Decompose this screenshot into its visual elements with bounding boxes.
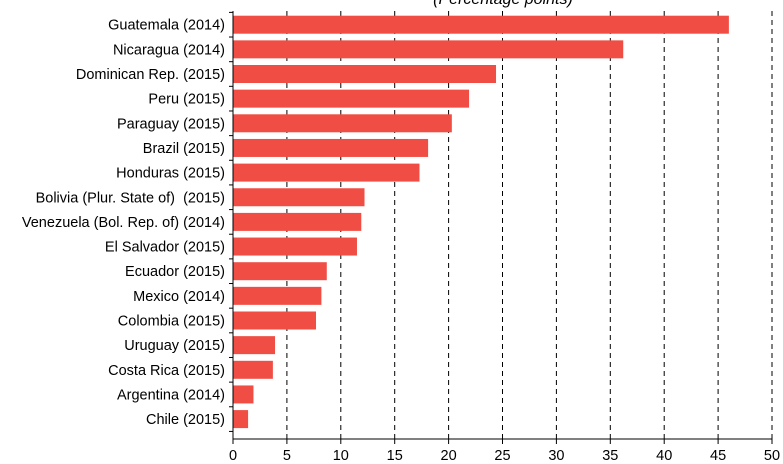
bar-9 (233, 237, 357, 256)
bar-12 (233, 311, 317, 330)
category-label-3: Peru (2015) (148, 92, 225, 108)
category-label-8: Venezuela (Bol. Rep. of) (2014) (22, 215, 225, 231)
bar-4 (233, 114, 452, 133)
bar-5 (233, 138, 429, 157)
category-label-1: Nicaragua (2014) (113, 42, 225, 58)
bar-15 (233, 385, 254, 404)
category-label-11: Mexico (2014) (133, 289, 225, 305)
category-label-10: Ecuador (2015) (125, 264, 225, 280)
x-tick-label-25: 25 (494, 448, 510, 464)
bar-14 (233, 360, 273, 379)
bar-16 (233, 410, 249, 429)
bar-0 (233, 15, 729, 34)
category-label-14: Costa Rica (2015) (108, 363, 225, 379)
x-tick-label-45: 45 (710, 448, 726, 464)
chart-title: (Percentage points) (233, 0, 773, 9)
bar-1 (233, 40, 624, 59)
bar-3 (233, 89, 470, 108)
bar-2 (233, 65, 497, 83)
x-tick-label-15: 15 (387, 448, 403, 464)
category-label-12: Colombia (2015) (118, 314, 225, 330)
category-label-7: Bolivia (Plur. State of) (2015) (36, 190, 225, 206)
bar-11 (233, 286, 322, 305)
category-label-13: Uruguay (2015) (124, 338, 225, 354)
category-label-6: Honduras (2015) (116, 166, 225, 182)
bar-10 (233, 262, 327, 281)
bar-13 (233, 336, 276, 355)
bar-8 (233, 212, 362, 231)
x-tick-label-0: 0 (229, 448, 237, 464)
category-label-0: Guatemala (2014) (108, 18, 225, 34)
x-tick-label-50: 50 (764, 448, 780, 464)
category-label-4: Paraguay (2015) (117, 116, 225, 132)
category-label-9: El Salvador (2015) (105, 240, 225, 256)
bar-6 (233, 163, 420, 182)
x-tick-label-5: 5 (283, 448, 291, 464)
category-label-5: Brazil (2015) (143, 141, 225, 157)
x-tick-label-40: 40 (656, 448, 672, 464)
category-label-15: Argentina (2014) (117, 387, 225, 403)
x-tick-label-30: 30 (548, 448, 564, 464)
x-tick-label-20: 20 (441, 448, 457, 464)
x-tick-label-10: 10 (333, 448, 349, 464)
bar-7 (233, 188, 365, 207)
category-label-2: Dominican Rep. (2015) (76, 67, 225, 83)
x-tick-label-35: 35 (602, 448, 618, 464)
category-label-16: Chile (2015) (146, 412, 225, 428)
